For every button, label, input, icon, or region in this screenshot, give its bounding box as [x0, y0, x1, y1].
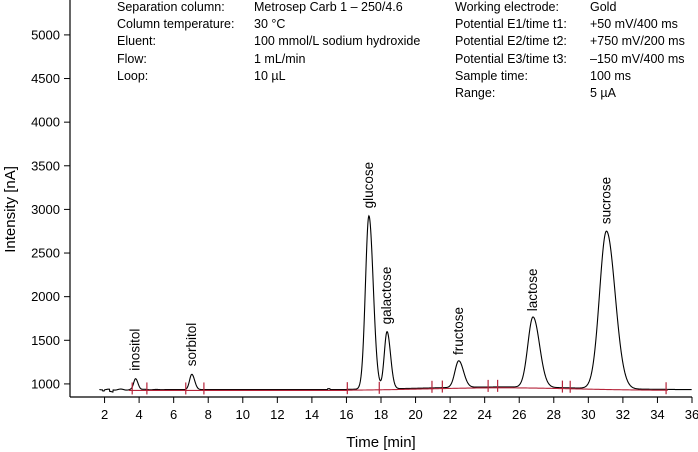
condition-value: 100 mmol/L sodium hydroxide: [254, 34, 421, 49]
condition-label: Separation column:: [117, 0, 225, 14]
conditions-labels-right: Working electrode: Potential E1/time t1:…: [455, 0, 567, 102]
condition-label: Working electrode:: [455, 0, 559, 14]
x-tick-label: 20: [408, 407, 422, 422]
x-tick-label: 24: [477, 407, 491, 422]
y-tick-label: 1000: [31, 376, 60, 391]
condition-value: +750 mV/200 ms: [590, 34, 685, 49]
x-axis-title: Time [min]: [346, 434, 415, 451]
y-tick-label: 5000: [31, 27, 60, 42]
axes-group: 2 4 6 8 10 12 14 16 18 20 22 24 26 28 30 32 34 3610001500…: [31, 0, 698, 422]
peak-label-sucrose: sucrose: [599, 177, 614, 224]
trace-group: [99, 214, 692, 395]
x-tick-label: 6: [170, 407, 177, 422]
y-tick-label: 2500: [31, 246, 60, 261]
peak-label-galactose: galactose: [379, 267, 394, 325]
condition-value: –150 mV/400 ms: [590, 51, 685, 66]
peak-label-sorbitol: sorbitol: [184, 323, 199, 367]
x-tick-label: 22: [443, 407, 457, 422]
x-tick-label: 30: [581, 407, 595, 422]
condition-label: Potential E1/time t1:: [455, 17, 567, 32]
condition-label: Loop:: [117, 68, 149, 83]
conditions-values-right: Gold +50 mV/400 ms +750 mV/200 ms –150 m…: [590, 0, 685, 102]
condition-value: +50 mV/400 ms: [590, 17, 678, 32]
x-tick-label: 18: [374, 407, 388, 422]
condition-label: Sample time:: [455, 68, 528, 83]
conditions-labels-left: Separation column: Column temperature: E…: [117, 0, 234, 85]
peak-label-inositol: inositol: [128, 329, 143, 371]
condition-value: 5 µA: [590, 85, 616, 100]
chromatogram-trace: [99, 214, 692, 393]
condition-label: Potential E2/time t2:: [455, 34, 567, 49]
condition-label: Column temperature:: [117, 17, 235, 32]
y-tick-label: 4500: [31, 71, 60, 86]
x-tick-label: 34: [650, 407, 664, 422]
y-tick-label: 1500: [31, 333, 60, 348]
y-tick-label: 3000: [31, 202, 60, 217]
condition-value: Metrosep Carb 1 – 250/4.6: [254, 0, 403, 14]
y-tick-label: 4000: [31, 115, 60, 130]
y-tick-label: 3500: [31, 158, 60, 173]
x-tick-label: 32: [616, 407, 630, 422]
peak-label-fructose: fructose: [451, 307, 466, 355]
x-tick-label: 14: [305, 407, 319, 422]
x-tick-label: 2: [101, 407, 108, 422]
condition-label: Eluent:: [117, 34, 156, 49]
x-tick-label: 28: [547, 407, 561, 422]
condition-value: 30 °C: [254, 17, 286, 32]
conditions-values-left: Metrosep Carb 1 – 250/4.6 30 °C 100 mmol…: [254, 0, 420, 85]
baseline-fit: [128, 387, 668, 392]
x-tick-label: 4: [135, 407, 142, 422]
condition-value: 10 µL: [254, 68, 286, 83]
x-tick-label: 12: [270, 407, 284, 422]
peak-label-glucose: glucose: [361, 162, 376, 209]
labels-group: Time [min] Intensity [nA] inositol sorbitol…: [2, 162, 614, 451]
x-tick-label: 8: [205, 407, 212, 422]
x-tick-label: 26: [512, 407, 526, 422]
peak-label-lactose: lactose: [525, 269, 540, 312]
x-tick-label: 16: [339, 407, 353, 422]
x-tick-label: 36: [685, 407, 698, 422]
condition-label: Range:: [455, 85, 496, 100]
x-tick-label: 10: [236, 407, 250, 422]
y-tick-label: 2000: [31, 289, 60, 304]
condition-value: 100 ms: [590, 68, 631, 83]
condition-label: Potential E3/time t3:: [455, 51, 567, 66]
condition-value: 1 mL/min: [254, 51, 306, 66]
y-axis-title: Intensity [nA]: [2, 166, 19, 253]
condition-label: Flow:: [117, 51, 147, 66]
condition-value: Gold: [590, 0, 617, 14]
